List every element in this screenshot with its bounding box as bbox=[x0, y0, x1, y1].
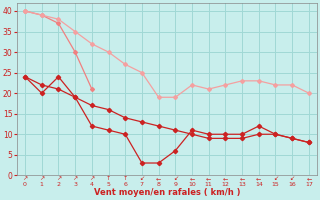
X-axis label: Vent moyen/en rafales ( km/h ): Vent moyen/en rafales ( km/h ) bbox=[94, 188, 240, 197]
